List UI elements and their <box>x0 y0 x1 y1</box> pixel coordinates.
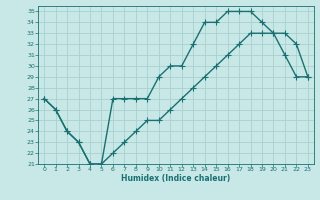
X-axis label: Humidex (Indice chaleur): Humidex (Indice chaleur) <box>121 174 231 183</box>
